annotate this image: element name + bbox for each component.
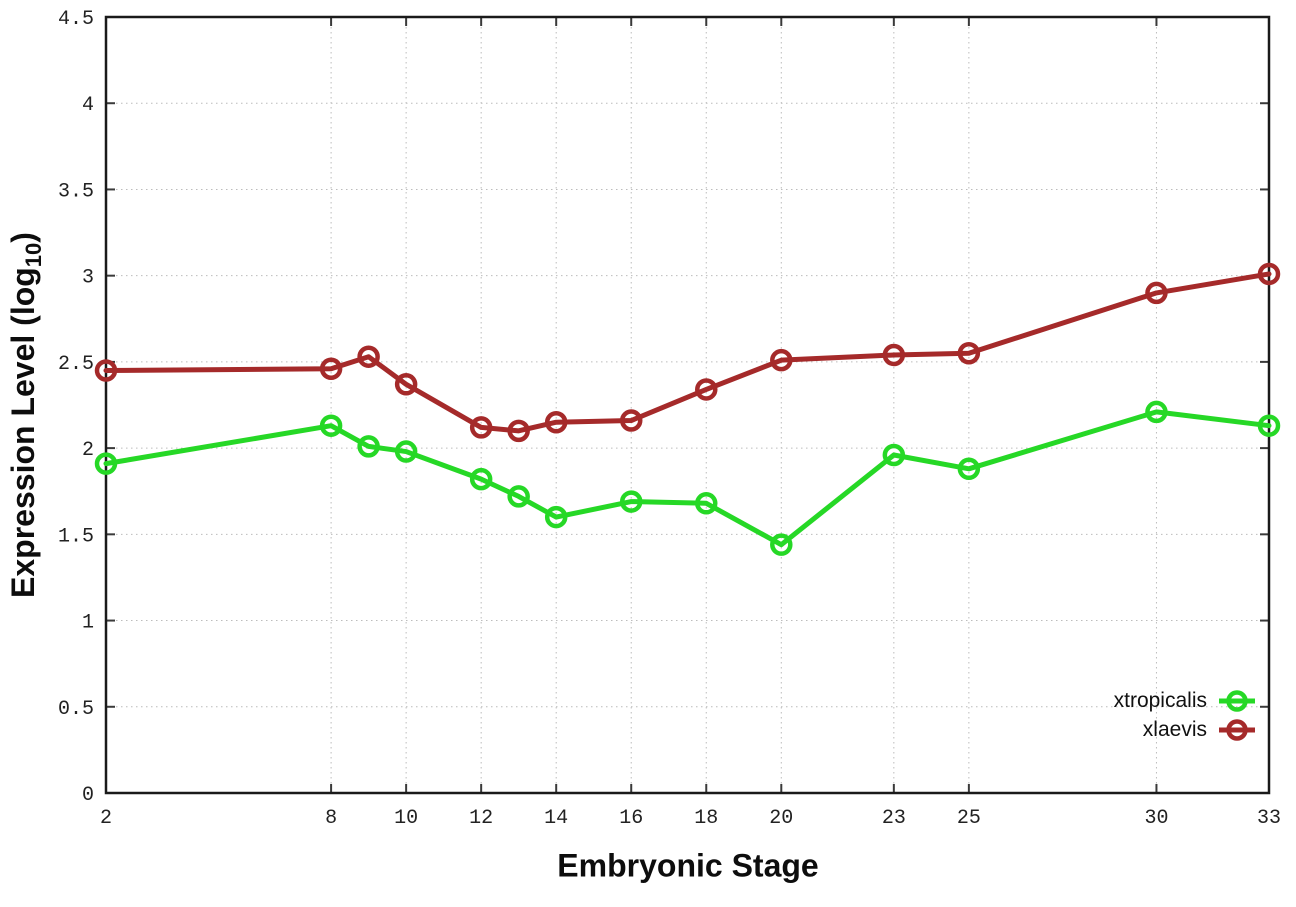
x-tick-label: 8 [325, 807, 337, 830]
x-tick-label: 10 [394, 807, 418, 830]
legend: xtropicalis xlaevis [1114, 686, 1258, 744]
series-xlaevis [94, 262, 1281, 443]
x-tick-label: 23 [882, 807, 906, 830]
data-point-marker [770, 348, 793, 372]
data-point-marker [319, 357, 343, 381]
legend-label-xlaevis: xlaevis [1142, 718, 1207, 741]
tick-marks [105, 16, 1270, 794]
y-tick-label: 0 [82, 784, 94, 807]
data-point-marker [957, 342, 981, 365]
data-point-marker [394, 440, 418, 463]
y-axis-title: Expression Level (log10) [5, 232, 47, 598]
x-tick-label: 18 [694, 807, 718, 830]
y-tick-label: 2 [82, 439, 94, 462]
data-point-marker [1257, 262, 1281, 286]
y-axis-title-text: Expression Level (log [5, 267, 41, 598]
data-point-marker [469, 416, 493, 439]
y-axis-title-subscript: 10 [21, 242, 46, 268]
y-tick-label: 3 [82, 267, 94, 290]
data-point-marker [957, 457, 981, 481]
data-point-marker [544, 410, 568, 434]
y-axis-title-close-paren: ) [5, 232, 41, 243]
data-point-marker [357, 435, 380, 458]
y-tick-label: 1 [82, 612, 94, 635]
data-point-marker [619, 409, 643, 432]
data-point-marker [695, 492, 718, 515]
legend-label-xtropicalis: xtropicalis [1113, 689, 1207, 712]
data-point-marker [507, 485, 530, 508]
data-point-marker [394, 373, 418, 396]
y-tick-label: 4.5 [58, 8, 94, 31]
y-tick-label: 2.5 [58, 353, 94, 376]
legend-item-xlaevis: xlaevis [1114, 715, 1258, 744]
x-tick-label: 14 [544, 807, 568, 830]
data-point-marker [319, 414, 343, 437]
data-point-marker [94, 359, 118, 382]
data-point-marker [882, 343, 906, 367]
y-tick-label: 1.5 [58, 525, 94, 548]
data-point-marker [619, 490, 643, 513]
y-tick-label: 4 [82, 94, 94, 117]
series-line-xlaevis [103, 271, 1272, 434]
gridlines [106, 17, 1269, 793]
x-tick-label: 2 [100, 807, 112, 830]
y-tick-label: 3.5 [58, 180, 94, 203]
data-point-marker [1145, 281, 1168, 305]
legend-line-marker-sample-green [1219, 689, 1255, 712]
plot-border [104, 15, 1271, 795]
legend-item-xtropicalis: xtropicalis [1114, 686, 1258, 715]
x-tick-label: 12 [469, 807, 493, 830]
data-point-marker [469, 467, 493, 491]
data-point-marker [770, 533, 793, 556]
data-point-marker [507, 419, 530, 443]
series-line-xtropicalis [103, 409, 1272, 548]
x-tick-label: 20 [769, 807, 793, 830]
data-point-marker [94, 452, 118, 475]
data-point-marker [357, 345, 380, 368]
x-tick-label: 33 [1257, 807, 1281, 830]
series-xtropicalis [94, 400, 1281, 556]
data-point-marker [1257, 414, 1281, 437]
y-tick-label: 0.5 [58, 698, 94, 721]
data-point-marker [695, 378, 718, 401]
x-axis-title: Embryonic Stage [557, 847, 819, 884]
data-point-marker [1145, 400, 1168, 424]
legend-line-marker-sample-red [1219, 718, 1255, 741]
data-point-marker [882, 443, 906, 467]
tick-labels: 2 8 10 12 14 16 18 20 23 25 30 33 0 0.5 1 1.5 2 2.5 3 3.5 4 4… [58, 8, 1281, 830]
x-tick-label: 16 [619, 807, 643, 830]
x-tick-label: 30 [1144, 807, 1168, 830]
data-point-marker [544, 505, 568, 529]
x-tick-label: 25 [957, 807, 981, 830]
